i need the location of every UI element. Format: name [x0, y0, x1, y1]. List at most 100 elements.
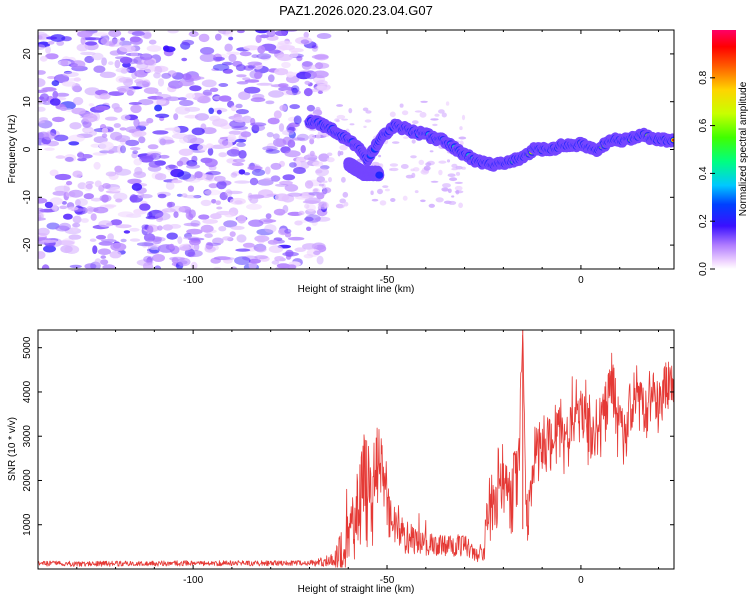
noise-blob: [188, 209, 196, 218]
noise-blob: [309, 150, 315, 157]
noise-blob: [254, 255, 268, 260]
snr-border: [37, 329, 675, 570]
noise-blob: [236, 74, 247, 78]
noise-blob: [100, 255, 107, 259]
noise-blob: [38, 31, 48, 40]
noise-blob: [117, 87, 127, 94]
noise-blob: [38, 44, 46, 50]
noise-blob: [304, 180, 314, 189]
noise-blob: [298, 210, 305, 216]
noise-blob: [377, 188, 383, 195]
noise-blob: [93, 206, 109, 214]
noise-blob: [362, 107, 369, 112]
noise-blob: [147, 144, 159, 150]
y-tick-label: 4000: [22, 380, 33, 403]
noise-blob: [229, 197, 246, 205]
noise-blob: [99, 93, 111, 100]
noise-blob: [249, 196, 259, 204]
noise-blob: [229, 231, 236, 238]
noise-blob: [265, 100, 275, 105]
noise-blob: [237, 214, 247, 224]
noise-blob: [39, 55, 48, 62]
colorbar-tick-label: 0.8: [698, 70, 709, 84]
noise-blob: [125, 52, 143, 57]
noise-blob: [282, 174, 296, 181]
noise-blob: [126, 87, 136, 95]
noise-blob: [403, 136, 409, 140]
noise-blob: [139, 53, 153, 61]
noise-blob: [274, 30, 288, 36]
noise-blob: [274, 193, 290, 202]
noise-blob: [326, 152, 333, 157]
noise-blob: [41, 87, 57, 92]
noise-blob: [168, 165, 177, 170]
noise-blob: [414, 110, 423, 113]
noise-blob: [161, 72, 172, 79]
noise-blob: [178, 80, 195, 87]
noise-blob: [147, 95, 164, 100]
noise-blob: [193, 242, 200, 251]
noise-blob: [232, 158, 246, 163]
noise-blob: [97, 248, 111, 255]
noise-blob: [201, 79, 217, 88]
noise-blob: [86, 37, 102, 41]
noise-blob: [53, 134, 69, 142]
noise-blob: [149, 152, 162, 160]
noise-blob: [312, 161, 324, 167]
noise-blob: [268, 90, 284, 98]
noise-blob: [438, 160, 447, 164]
noise-blob: [122, 62, 131, 68]
noise-blob: [127, 178, 142, 185]
colorbar-tick-label: 0.0: [698, 262, 709, 276]
noise-blob: [68, 134, 85, 143]
noise-blob: [201, 127, 217, 135]
noise-blob: [342, 191, 349, 198]
noise-blob: [243, 45, 260, 51]
noise-blob: [143, 87, 159, 94]
noise-blob: [228, 36, 234, 41]
noise-blob: [378, 154, 382, 158]
noise-blob: [94, 180, 102, 188]
noise-blob: [184, 77, 194, 83]
noise-blob: [200, 224, 214, 233]
noise-blob: [274, 256, 285, 262]
noise-blob: [151, 98, 167, 106]
noise-blob: [93, 32, 109, 37]
noise-blob: [157, 193, 167, 199]
noise-blob: [99, 194, 112, 202]
noise-blob: [223, 220, 238, 228]
noise-blob: [284, 150, 301, 158]
colorbar-tick-label: 0.4: [698, 166, 709, 180]
noise-blob: [336, 104, 344, 107]
noise-blob: [131, 183, 143, 191]
noise-blob: [248, 219, 264, 227]
noise-blob: [212, 237, 224, 245]
noise-blob: [80, 36, 86, 45]
noise-blob: [285, 89, 301, 96]
noise-blob: [187, 250, 203, 257]
noise-blob: [67, 206, 79, 211]
noise-blob: [129, 194, 138, 203]
noise-blob: [155, 113, 170, 119]
noise-blob: [210, 213, 222, 220]
noise-blob: [197, 144, 208, 152]
noise-blob: [88, 103, 95, 107]
noise-blob: [119, 127, 127, 131]
noise-blob: [147, 211, 153, 219]
noise-blob: [230, 172, 238, 178]
noise-blob: [306, 104, 315, 112]
y-tick-label: 1000: [22, 513, 33, 536]
snr-line: [38, 334, 674, 568]
noise-blob: [214, 175, 226, 183]
noise-blob: [50, 34, 66, 42]
noise-blob: [326, 157, 335, 163]
noise-blob: [438, 169, 443, 176]
noise-blob: [389, 111, 396, 118]
noise-blob: [98, 141, 114, 151]
noise-blob: [322, 180, 328, 183]
noise-blob: [139, 155, 154, 163]
noise-blob: [317, 90, 323, 94]
noise-blob: [256, 82, 273, 86]
noise-blob: [315, 106, 321, 111]
